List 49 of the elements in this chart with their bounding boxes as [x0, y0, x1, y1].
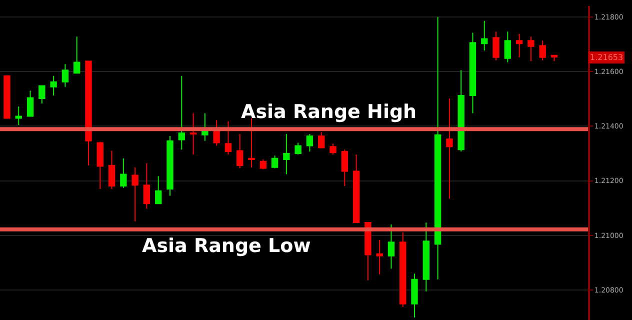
candlestick [166, 135, 174, 196]
candlestick [434, 16, 442, 280]
candlestick [400, 232, 406, 308]
ref-line-label: Asia Range High [241, 101, 417, 123]
candlestick [318, 132, 325, 148]
text: 1.21653 [590, 53, 624, 62]
candlestick [411, 273, 418, 318]
candlestick [446, 98, 453, 200]
candlestick [178, 75, 185, 150]
candlestick [516, 33, 523, 58]
candlestick [481, 20, 488, 52]
candlestick [352, 154, 360, 224]
candlestick [38, 85, 46, 104]
candlestick [213, 120, 220, 146]
candlestick [458, 70, 464, 152]
candlestick [73, 36, 80, 74]
candlestick [306, 134, 314, 152]
candlestick [422, 222, 430, 292]
candlestick [62, 64, 69, 88]
candlestick [388, 224, 395, 270]
candlestick [469, 32, 476, 114]
ref-line-label: Asia Range Low [142, 235, 311, 257]
candlestick [85, 60, 92, 166]
candlestick [539, 40, 546, 61]
candlestick [96, 141, 104, 190]
candlestick [120, 158, 127, 188]
candlestick [4, 75, 10, 119]
candlestick [341, 149, 348, 186]
candlestick [224, 120, 232, 156]
candlestick [132, 166, 138, 222]
candlestick [143, 162, 150, 210]
candlestick [248, 118, 255, 168]
candlestick [260, 158, 266, 170]
candlestick [330, 143, 336, 156]
candlestick [528, 36, 534, 62]
candlestick [271, 155, 278, 169]
candlestick [190, 112, 197, 156]
candlestick [504, 31, 512, 63]
candlestick [236, 134, 244, 169]
candlestick [283, 134, 290, 175]
candlestick [155, 176, 162, 204]
candlestick [550, 54, 558, 62]
candlestick [15, 106, 22, 126]
candlestick [376, 240, 383, 275]
candlestick [294, 142, 302, 156]
candlestick [108, 150, 116, 190]
candlestick [26, 90, 34, 117]
candlestick [492, 31, 500, 61]
candlestick [50, 75, 57, 96]
